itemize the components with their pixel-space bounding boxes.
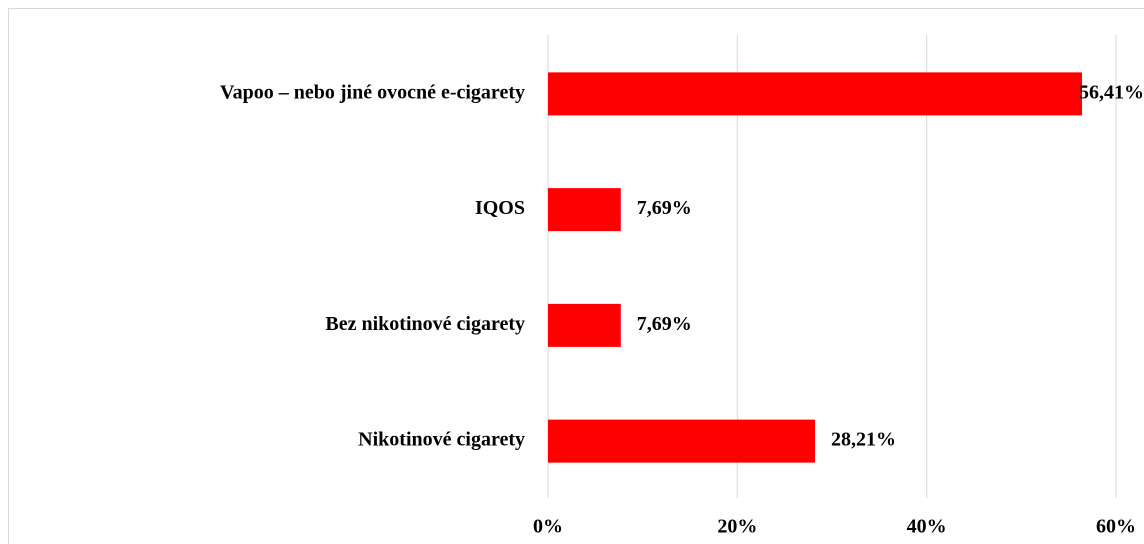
y-tick-label: Bez nikotinové cigarety — [325, 313, 525, 335]
data-label: 28,21% — [831, 429, 896, 451]
data-label: 7,69% — [637, 313, 692, 335]
x-tick-label: 0% — [533, 516, 563, 538]
data-label: 7,69% — [637, 197, 692, 219]
data-label: 56,41% — [1079, 81, 1144, 103]
y-tick-label: Vapoo – nebo jiné ovocné e-cigarety — [220, 81, 525, 103]
bar — [548, 72, 1083, 116]
bar — [548, 303, 621, 347]
chart-border — [8, 8, 1144, 544]
y-tick-label: IQOS — [475, 197, 525, 219]
bar — [548, 419, 816, 463]
x-tick-label: 40% — [907, 516, 947, 538]
bar — [548, 188, 621, 232]
x-tick-label: 60% — [1096, 516, 1136, 538]
y-tick-label: Nikotinové cigarety — [358, 429, 525, 451]
x-tick-label: 20% — [717, 516, 757, 538]
